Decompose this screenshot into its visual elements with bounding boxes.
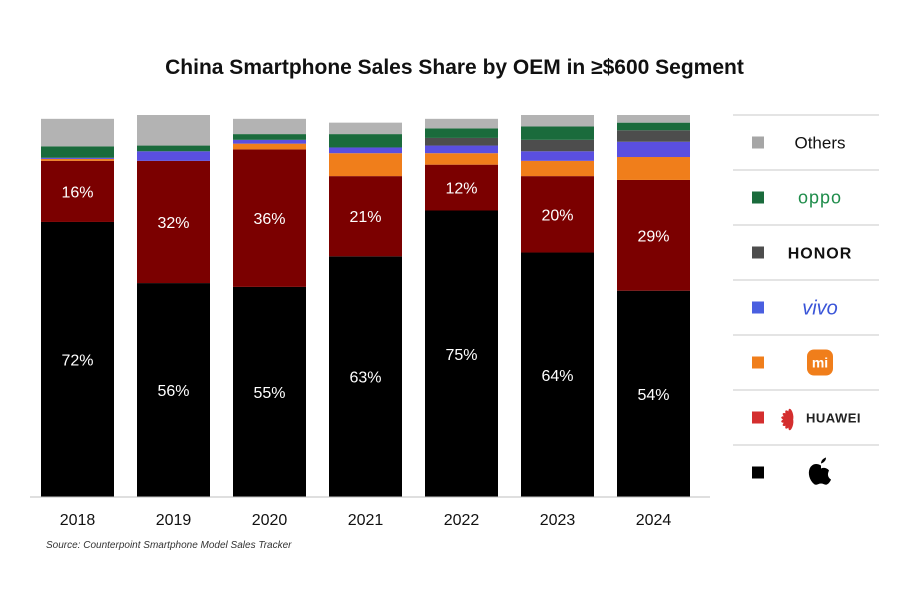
bar-segment-vivo-2021 — [329, 147, 402, 154]
bar-segment-others-2020 — [233, 118, 306, 135]
legend-label-xiaomi: mi — [812, 355, 828, 371]
bar-segment-huawei-2018 — [41, 160, 114, 222]
bar-segment-vivo-2023 — [521, 151, 594, 161]
legend-item-xiaomi: mi — [752, 349, 833, 376]
bar-segment-apple-2020 — [233, 286, 306, 497]
data-label-apple-2024: 54% — [637, 387, 669, 404]
bar-segment-apple-2021 — [329, 256, 402, 497]
bar-segment-huawei-2021 — [329, 176, 402, 257]
data-label-apple-2021: 63% — [349, 370, 381, 387]
legend-label-honor: HONOR — [788, 246, 853, 263]
legend-swatch-huawei — [752, 411, 764, 424]
data-label-huawei-2020: 36% — [253, 211, 285, 228]
bar-segment-others-2018 — [41, 118, 114, 147]
source-note: Source: Counterpoint Smartphone Model Sa… — [46, 540, 292, 551]
legend-swatch-xiaomi — [752, 356, 764, 369]
data-labels-layer: 72% 16% 56% 32% 55% 36% 63% 21% 75% 12% 64% 20% 54% 2… — [61, 181, 669, 404]
legend-item-vivo: vivo — [752, 298, 838, 320]
bar-segment-huawei-2020 — [233, 149, 306, 287]
bar-segment-oppo-2020 — [233, 134, 306, 140]
data-label-huawei-2018: 16% — [61, 184, 93, 201]
bar-segment-huawei-2023 — [521, 176, 594, 253]
bar-segment-xiaomi-2022 — [425, 153, 498, 165]
legend-item-oppo: oppo — [752, 188, 842, 208]
bars-layer — [41, 115, 690, 497]
legend-swatch-honor — [752, 246, 764, 259]
legend-item-others: Others — [752, 134, 846, 153]
x-tick-label-2023: 2023 — [540, 512, 576, 529]
bar-segment-xiaomi-2024 — [617, 157, 690, 180]
x-tick-labels-layer: 2018 2019 2020 2021 2022 2023 2024 — [60, 512, 672, 529]
apple-logo-icon — [808, 457, 831, 485]
legend-swatch-apple — [752, 466, 764, 479]
bar-segment-others-2024 — [617, 115, 690, 123]
bar-segment-apple-2018 — [41, 221, 114, 497]
legend-label-others: Others — [794, 134, 845, 153]
bar-segment-others-2019 — [137, 115, 210, 146]
x-tick-label-2021: 2021 — [348, 512, 384, 529]
bar-segment-apple-2019 — [137, 283, 210, 497]
bar-segment-apple-2022 — [425, 210, 498, 497]
legend: Others oppo HONOR vivo mi HUAWEI — [733, 114, 879, 485]
huawei-logo-icon — [781, 408, 794, 431]
data-label-apple-2023: 64% — [541, 368, 573, 385]
x-tick-label-2020: 2020 — [252, 512, 288, 529]
bar-segment-honor-2022 — [425, 137, 498, 146]
bar-segment-vivo-2024 — [617, 141, 690, 158]
data-label-apple-2019: 56% — [157, 383, 189, 400]
legend-label-oppo: oppo — [798, 188, 842, 208]
bar-segment-huawei-2019 — [137, 160, 210, 284]
bar-segment-apple-2024 — [617, 290, 690, 497]
legend-swatch-oppo — [752, 191, 764, 204]
bar-segment-vivo-2019 — [137, 151, 210, 161]
bar-segment-others-2023 — [521, 115, 594, 127]
bar-segment-xiaomi-2020 — [233, 143, 306, 150]
bar-segment-others-2021 — [329, 122, 402, 135]
x-tick-label-2018: 2018 — [60, 512, 96, 529]
data-label-apple-2020: 55% — [253, 385, 285, 402]
bar-segment-xiaomi-2023 — [521, 160, 594, 177]
x-tick-label-2024: 2024 — [636, 512, 672, 529]
bar-segment-xiaomi-2021 — [329, 153, 402, 177]
bar-segment-honor-2024 — [617, 130, 690, 142]
bar-segment-honor-2023 — [521, 139, 594, 152]
legend-item-huawei: HUAWEI — [752, 408, 861, 431]
legend-label-huawei: HUAWEI — [806, 411, 861, 426]
data-label-huawei-2024: 29% — [637, 228, 669, 245]
bar-segment-oppo-2021 — [329, 134, 402, 148]
bar-segment-others-2022 — [425, 118, 498, 129]
bar-segment-oppo-2018 — [41, 146, 114, 158]
data-label-huawei-2022: 12% — [445, 181, 477, 198]
x-tick-label-2022: 2022 — [444, 512, 480, 529]
data-label-huawei-2019: 32% — [157, 215, 189, 232]
data-label-huawei-2021: 21% — [349, 209, 381, 226]
xiaomi-logo-icon — [807, 349, 833, 376]
bar-segment-apple-2023 — [521, 252, 594, 497]
bar-segment-vivo-2022 — [425, 145, 498, 154]
legend-swatch-others — [752, 136, 764, 149]
chart-title: China Smartphone Sales Share by OEM in ≥… — [165, 56, 744, 79]
legend-label-vivo: vivo — [802, 298, 838, 320]
legend-item-apple — [752, 457, 831, 485]
legend-swatch-vivo — [752, 301, 764, 314]
bar-segment-oppo-2019 — [137, 145, 210, 152]
bar-segment-vivo-2018 — [41, 157, 114, 159]
data-label-apple-2018: 72% — [61, 352, 93, 369]
bar-segment-huawei-2022 — [425, 164, 498, 211]
x-tick-label-2019: 2019 — [156, 512, 192, 529]
data-label-huawei-2023: 20% — [541, 207, 573, 224]
data-label-apple-2022: 75% — [445, 347, 477, 364]
bar-segment-vivo-2020 — [233, 139, 306, 144]
bar-segment-xiaomi-2018 — [41, 158, 114, 161]
bar-segment-oppo-2024 — [617, 122, 690, 131]
bar-segment-oppo-2023 — [521, 126, 594, 140]
bar-segment-oppo-2022 — [425, 128, 498, 138]
bar-segment-huawei-2024 — [617, 179, 690, 291]
legend-item-honor: HONOR — [752, 246, 853, 263]
